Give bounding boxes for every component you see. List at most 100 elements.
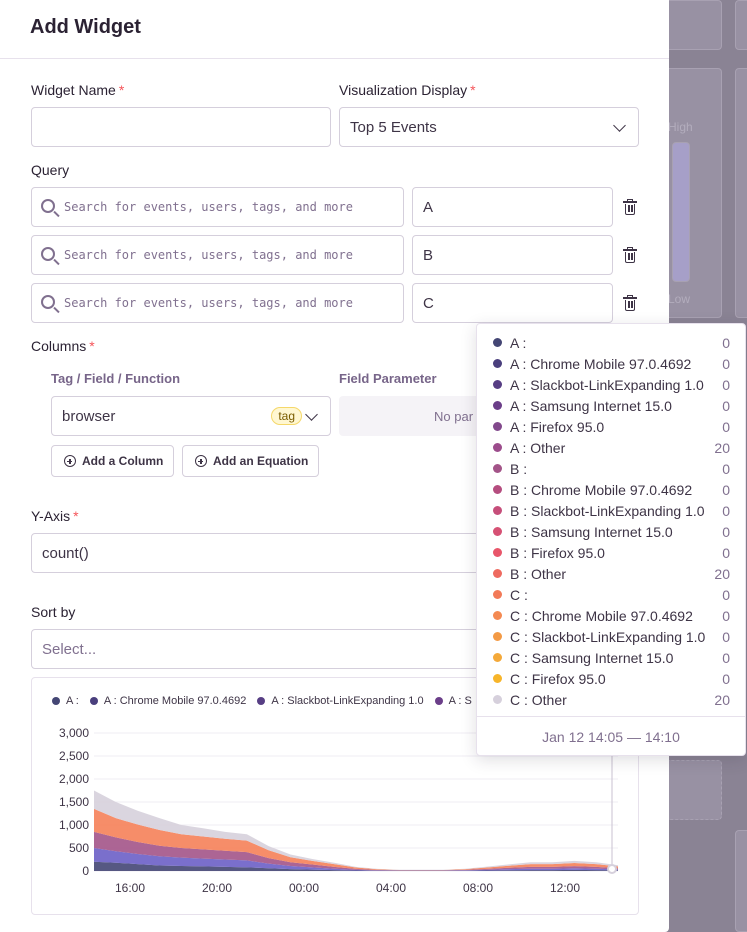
tooltip-row: B : 0: [493, 458, 730, 479]
stacked-area-chart[interactable]: [32, 678, 639, 915]
tooltip-series-label: C : Firefox 95.0: [510, 670, 606, 687]
legend-value: B: [423, 246, 434, 264]
series-dot: [493, 611, 502, 620]
add-widget-modal: Add Widget Widget Name * Visualization Di…: [0, 0, 669, 932]
tooltip-row: C : Firefox 95.0 0: [493, 668, 730, 689]
tooltip-row: C : Slackbot-LinkExpanding 1.0 0: [493, 626, 730, 647]
y-tick-label: 1,000: [58, 818, 89, 832]
tooltip-row: C : Chrome Mobile 97.0.4692 0: [493, 605, 730, 626]
tooltip-series-label: B : Samsung Internet 15.0: [510, 523, 673, 540]
tooltip-row: B : Other 20: [493, 563, 730, 584]
tooltip-series-label: C : Samsung Internet 15.0: [510, 649, 674, 666]
series-dot: [493, 695, 502, 704]
background-card: [735, 830, 747, 932]
widget-name-label: Widget Name *: [31, 82, 124, 98]
modal-header: Add Widget: [0, 0, 669, 59]
visualization-label: Visualization Display *: [339, 82, 476, 98]
tooltip-series-value: 0: [722, 481, 730, 498]
required-marker: *: [73, 508, 79, 524]
area-series-1[interactable]: [94, 848, 618, 871]
sort-by-label: Sort by: [31, 604, 76, 620]
tooltip-series-label: B :: [510, 460, 528, 477]
required-marker: *: [89, 338, 95, 354]
area-series-2[interactable]: [94, 831, 618, 871]
chart-legend: A : A : Chrome Mobile 97.0.4692 A : Slac…: [52, 695, 483, 707]
x-tick-label: 04:00: [376, 881, 407, 895]
tooltip-row: A : Firefox 95.0 0: [493, 416, 730, 437]
area-series-4[interactable]: [94, 790, 618, 870]
query-legend-input-b[interactable]: B: [412, 235, 613, 275]
tooltip-series-value: 0: [722, 628, 730, 645]
tooltip-series-value: 0: [722, 334, 730, 351]
legend-item[interactable]: A :: [52, 695, 79, 707]
visualization-value: Top 5 Events: [350, 118, 437, 136]
tooltip-row: C : Other 20: [493, 689, 730, 710]
delete-query-b-icon[interactable]: [623, 247, 637, 263]
query-legend-input-c[interactable]: C: [412, 283, 613, 323]
tooltip-series-value: 20: [714, 691, 730, 708]
tooltip-series-value: 0: [722, 418, 730, 435]
query-search-input-a[interactable]: Search for events, users, tags, and more: [31, 187, 404, 227]
tooltip-row: A : 0: [493, 332, 730, 353]
tooltip-series-value: 0: [722, 607, 730, 624]
search-icon: [41, 295, 55, 309]
tooltip-series-label: A : Firefox 95.0: [510, 418, 605, 435]
delete-query-a-icon[interactable]: [623, 199, 637, 215]
area-series-0[interactable]: [94, 861, 618, 871]
legend-item[interactable]: A : Chrome Mobile 97.0.4692: [89, 695, 247, 707]
series-dot: [493, 485, 502, 494]
sort-by-placeholder: Select...: [42, 640, 97, 658]
series-dot: [493, 548, 502, 557]
tooltip-series-label: B : Other: [510, 565, 567, 582]
x-tick-label: 20:00: [202, 881, 233, 895]
tooltip-row: B : Slackbot-LinkExpanding 1.0 0: [493, 500, 730, 521]
legend-dot: [434, 697, 443, 705]
columns-label: Columns *: [31, 338, 95, 354]
field-parameter-placeholder: No par: [434, 408, 474, 424]
query-search-input-c[interactable]: Search for events, users, tags, and more: [31, 283, 404, 323]
column-field-select[interactable]: browser tag: [51, 396, 331, 436]
series-dot: [493, 464, 502, 473]
tooltip-series-value: 0: [722, 523, 730, 540]
area-series-3[interactable]: [94, 808, 618, 871]
series-dot: [493, 506, 502, 515]
modal-title: Add Widget: [30, 16, 141, 38]
legend-item[interactable]: A : S: [434, 695, 472, 707]
tooltip-row: A : Slackbot-LinkExpanding 1.0 0: [493, 374, 730, 395]
query-legend-input-a[interactable]: A: [412, 187, 613, 227]
tooltip-series-label: A : Samsung Internet 15.0: [510, 397, 672, 414]
y-tick-label: 3,000: [58, 726, 89, 740]
widget-name-input[interactable]: [31, 107, 331, 147]
field-parameter-header: Field Parameter: [339, 371, 437, 386]
y-axis-input[interactable]: count(): [31, 533, 491, 573]
search-icon: [41, 247, 55, 261]
tooltip-series-value: 0: [722, 649, 730, 666]
tooltip-series-value: 20: [714, 439, 730, 456]
legend-dot: [89, 697, 98, 705]
tag-badge: tag: [271, 407, 302, 425]
legend-dot: [52, 697, 60, 705]
add-column-button[interactable]: Add a Column: [51, 445, 175, 477]
legend-value: C: [423, 294, 434, 312]
series-dot: [493, 632, 502, 641]
visualization-select[interactable]: Top 5 Events: [339, 107, 639, 147]
tooltip-row: A : Samsung Internet 15.0 0: [493, 395, 730, 416]
legend-label: A : Chrome Mobile 97.0.4692: [103, 695, 247, 707]
sort-by-select[interactable]: Select...: [31, 629, 491, 669]
required-marker: *: [470, 82, 476, 98]
column-field-value: browser: [62, 407, 116, 425]
query-search-input-b[interactable]: Search for events, users, tags, and more: [31, 235, 404, 275]
series-dot: [493, 359, 502, 368]
x-tick-label: 12:00: [550, 881, 581, 895]
series-dot: [493, 380, 502, 389]
delete-query-c-icon[interactable]: [623, 295, 637, 311]
y-tick-label: 0: [82, 864, 89, 878]
tooltip-series-value: 0: [722, 670, 730, 687]
tooltip-series-label: C : Slackbot-LinkExpanding 1.0: [510, 628, 706, 645]
legend-item[interactable]: A : Slackbot-LinkExpanding 1.0: [257, 695, 424, 707]
x-tick-label: 16:00: [115, 881, 146, 895]
add-equation-button[interactable]: Add an Equation: [182, 445, 320, 477]
tooltip-series-label: C :: [510, 586, 528, 603]
series-dot: [493, 569, 502, 578]
series-dot: [493, 674, 502, 683]
